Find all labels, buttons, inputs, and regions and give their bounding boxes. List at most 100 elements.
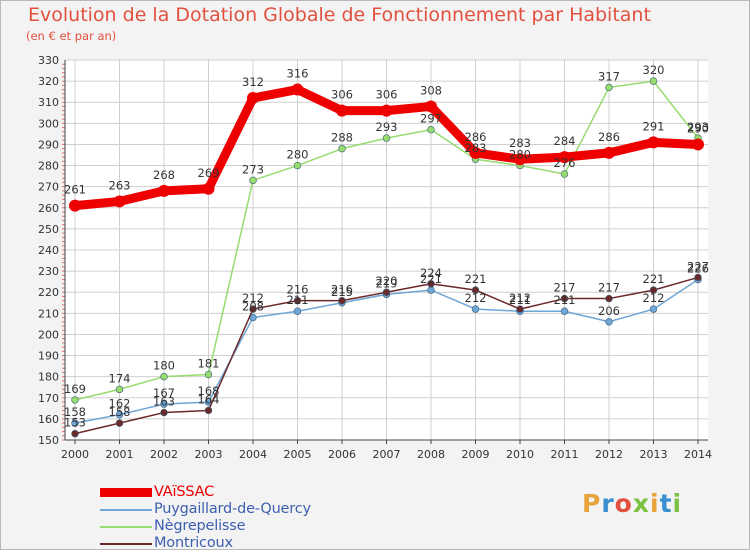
data-label: 316: [287, 67, 309, 81]
data-point: [160, 372, 168, 381]
data-point: [605, 83, 613, 92]
data-label: 317: [598, 69, 620, 83]
legend-swatch: [100, 543, 152, 545]
logo-letter: i: [650, 489, 660, 518]
data-label: 221: [643, 272, 665, 286]
legend-label: VAïSSAC: [154, 484, 215, 500]
data-point: [71, 429, 79, 438]
data-label: 273: [242, 162, 264, 176]
data-label: 286: [465, 130, 487, 144]
data-point: [516, 305, 524, 313]
x-tick-label: 2011: [551, 448, 579, 461]
data-point: [471, 286, 480, 294]
data-point: [603, 146, 615, 159]
data-label: 212: [643, 291, 665, 305]
data-point: [649, 77, 658, 85]
data-point: [204, 370, 213, 379]
data-label: 211: [287, 293, 309, 307]
data-label: 206: [598, 304, 620, 318]
data-label: 158: [64, 405, 86, 419]
x-tick-label: 2009: [462, 448, 490, 461]
x-tick-label: 2003: [195, 448, 223, 461]
y-tick-label: 270: [38, 181, 59, 194]
data-label: 181: [198, 357, 220, 371]
logo-letter: o: [614, 489, 633, 518]
y-tick-label: 240: [38, 244, 59, 257]
data-label: 320: [643, 63, 665, 77]
data-label: 212: [509, 291, 531, 305]
data-point: [158, 184, 170, 197]
data-point: [649, 286, 658, 294]
data-label: 293: [376, 120, 398, 134]
logo-letter: t: [659, 489, 673, 518]
data-label: 164: [198, 392, 220, 406]
data-label: 306: [331, 88, 353, 102]
y-tick-label: 260: [38, 202, 59, 215]
data-label: 208: [242, 300, 264, 314]
data-label: 283: [509, 136, 531, 150]
data-label: 286: [598, 130, 620, 144]
data-point: [160, 400, 168, 408]
x-tick-label: 2001: [106, 448, 134, 461]
data-point: [293, 307, 302, 315]
data-point: [558, 151, 571, 164]
legend-swatch: [100, 526, 152, 528]
data-label: 168: [198, 384, 220, 398]
data-label: 180: [153, 359, 175, 373]
data-label: 217: [554, 281, 576, 295]
data-point: [336, 104, 348, 117]
data-point: [469, 146, 482, 159]
data-point: [115, 385, 124, 394]
data-point: [113, 195, 126, 208]
legend-label: Puygaillard-de-Quercy: [154, 501, 311, 517]
data-label: 216: [331, 283, 353, 297]
data-point: [382, 134, 391, 142]
data-label: 221: [465, 272, 487, 286]
x-tick-label: 2006: [328, 448, 356, 461]
data-point: [293, 161, 302, 170]
data-point: [247, 92, 259, 104]
data-label: 162: [109, 397, 131, 411]
data-label: 153: [64, 416, 86, 430]
logo-letter: r: [601, 489, 615, 518]
data-label: 216: [287, 283, 309, 297]
y-tick-label: 150: [38, 434, 59, 447]
data-point: [605, 294, 613, 303]
y-tick-label: 300: [38, 117, 59, 130]
data-label: 280: [287, 148, 309, 162]
legend-swatch: [100, 509, 152, 511]
data-label: 283: [465, 141, 487, 155]
data-label: 174: [109, 371, 131, 385]
data-label: 280: [509, 148, 531, 162]
y-tick-label: 200: [38, 328, 59, 341]
x-tick-label: 2012: [595, 448, 623, 461]
data-point: [71, 419, 79, 427]
y-tick-label: 230: [38, 265, 59, 278]
chart-title: Evolution de la Dotation Globale de Fonc…: [28, 4, 651, 26]
data-label: 163: [153, 395, 175, 409]
x-tick-label: 2005: [284, 448, 312, 461]
data-point: [293, 296, 302, 305]
x-tick-label: 2008: [417, 448, 445, 461]
data-label: 227: [687, 259, 709, 273]
data-label: 293: [687, 120, 709, 134]
y-tick-label: 280: [38, 160, 59, 173]
data-label: 219: [376, 276, 398, 290]
data-point: [249, 305, 257, 313]
data-point: [427, 286, 435, 294]
y-tick-label: 180: [38, 371, 59, 384]
data-label: 167: [153, 386, 175, 400]
data-label: 288: [331, 131, 353, 145]
data-label: 308: [420, 83, 442, 97]
x-tick-label: 2013: [640, 448, 668, 461]
x-tick-label: 2010: [506, 448, 534, 461]
y-tick-label: 290: [38, 138, 59, 151]
data-label: 224: [420, 266, 442, 280]
data-label: 312: [242, 75, 264, 89]
data-label: 211: [554, 293, 576, 307]
y-tick-label: 170: [38, 392, 59, 405]
logo-letter: i: [672, 489, 683, 518]
x-tick-label: 2007: [373, 448, 401, 461]
data-point: [692, 138, 704, 151]
data-point: [204, 406, 213, 415]
